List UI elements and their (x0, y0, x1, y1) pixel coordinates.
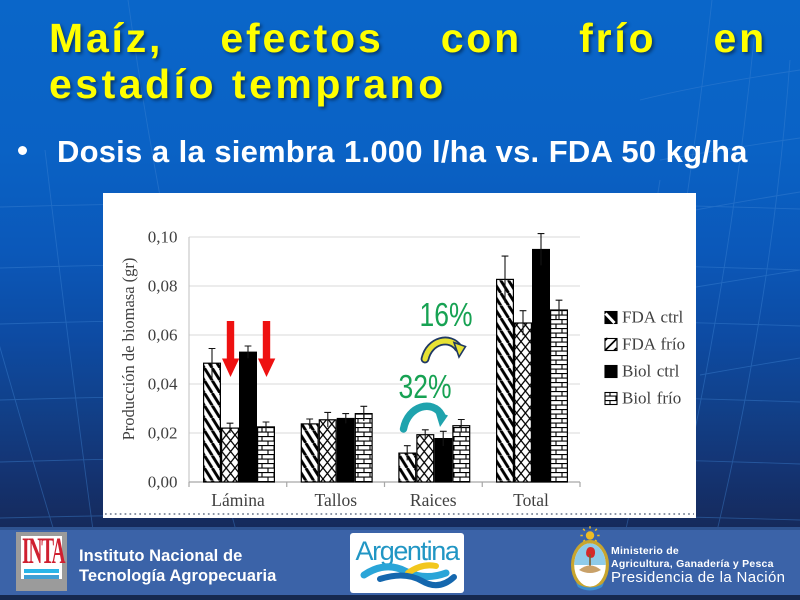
svg-text:FDA ctrl: FDA ctrl (622, 308, 683, 327)
svg-text:0,00: 0,00 (148, 473, 178, 492)
svg-text:Lámina: Lámina (211, 490, 265, 510)
svg-text:0,10: 0,10 (148, 228, 178, 247)
svg-text:FDA frío: FDA frío (622, 335, 685, 354)
svg-text:0,06: 0,06 (148, 326, 178, 345)
svg-text:32%: 32% (399, 368, 452, 405)
svg-text:Total: Total (513, 490, 549, 510)
svg-text:0,08: 0,08 (148, 277, 178, 296)
svg-text:0,02: 0,02 (148, 424, 178, 443)
svg-text:Tallos: Tallos (314, 490, 357, 510)
svg-text:Raices: Raices (410, 490, 457, 510)
svg-text:0,04: 0,04 (148, 375, 178, 394)
svg-text:16%: 16% (420, 296, 473, 333)
svg-text:Biol ctrl: Biol ctrl (622, 362, 680, 381)
svg-text:Biol frío: Biol frío (622, 389, 681, 408)
svg-text:Argentina: Argentina (356, 536, 461, 566)
svg-text:Producción de biomasa (gr): Producción de biomasa (gr) (119, 258, 138, 441)
